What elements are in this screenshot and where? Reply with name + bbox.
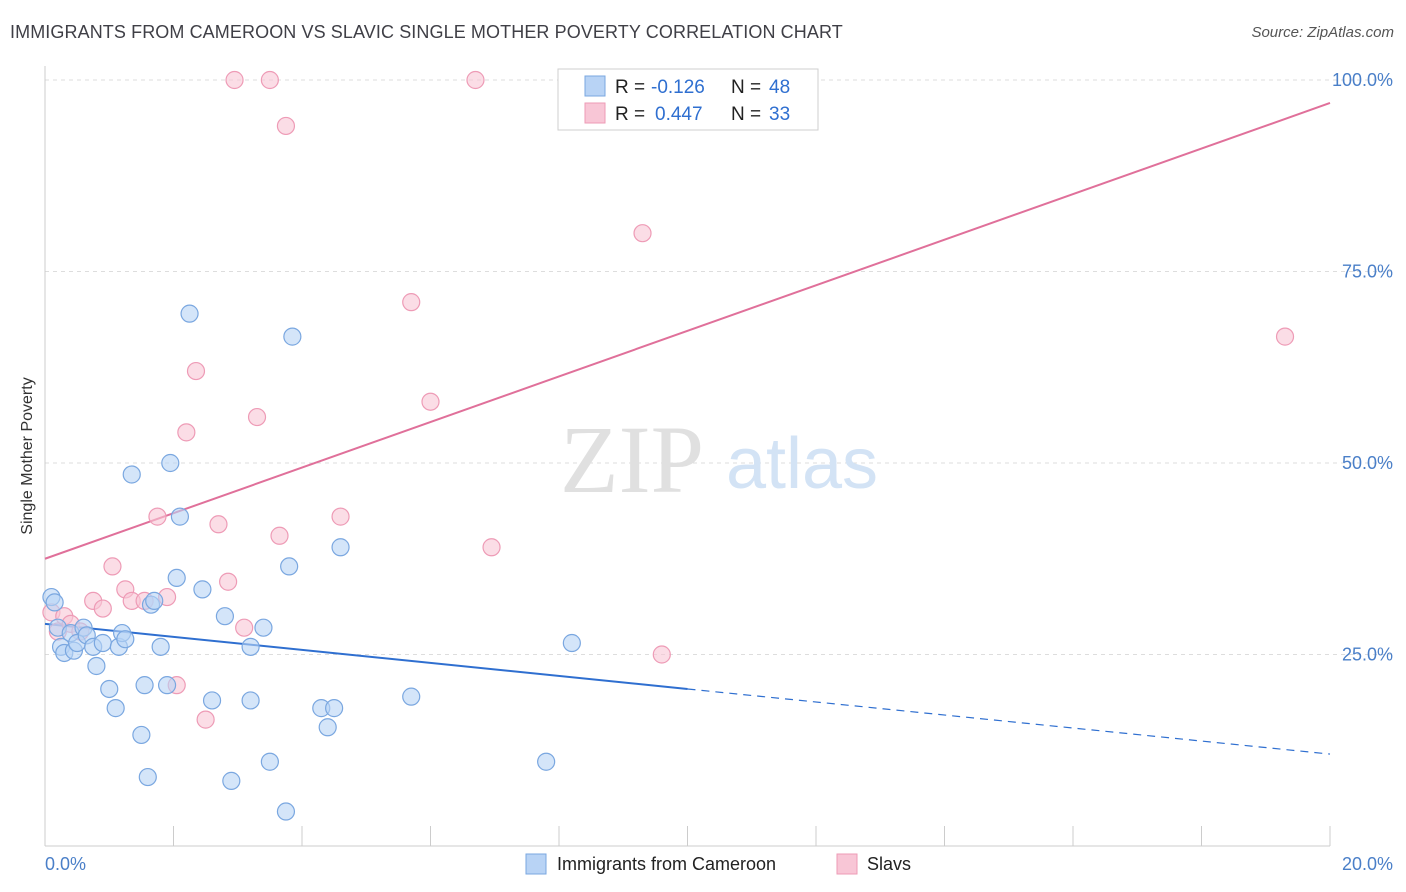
y-tick-label: 25.0% [1342,645,1393,665]
legend-swatch-pink [584,102,606,124]
trend-line-cameroon-extension [687,688,1331,755]
point-slavs [177,423,196,442]
tick-labels: 25.0% 50.0% 75.0% 100.0% 0.0% 20.0% [45,70,1393,874]
point-slavs [247,407,267,427]
series-legend: Immigrants from Cameroon Slavs [525,853,911,875]
legend-r-label-1: R = [615,77,645,98]
point-slavs [1275,327,1295,346]
point-cameroon [331,538,350,557]
trend-line-slavs [44,102,1331,560]
point-slavs [276,116,296,136]
point-slavs [482,538,501,557]
point-cameroon [132,725,151,745]
y-tick-label: 100.0% [1332,70,1393,90]
legend-n-value-2: 33 [769,104,790,125]
point-cameroon [151,637,170,656]
point-slavs [196,710,215,729]
point-slavs [148,507,167,526]
point-slavs [93,599,112,618]
point-slavs [186,361,206,381]
series-legend-label-pink: Slavs [867,854,911,874]
legend-r-value-1: -0.126 [651,77,705,98]
point-slavs [466,70,485,90]
point-cameroon [116,630,135,649]
point-cameroon [222,771,241,790]
point-slavs [421,392,440,411]
trend-lines [44,102,1331,755]
point-slavs [633,224,652,243]
point-cameroon [45,593,64,612]
watermark-atlas: atlas [726,424,878,504]
point-cameroon [167,568,186,588]
point-slavs [235,618,254,637]
point-cameroon [318,718,337,737]
point-cameroon [87,656,106,676]
watermark-zip: ZIP [560,406,704,513]
legend-r-label-2: R = [615,104,645,125]
point-cameroon [276,802,296,821]
point-slavs [103,557,122,576]
trend-line-cameroon [44,622,688,690]
watermark: ZIP atlas [560,406,878,513]
point-cameroon [93,633,112,653]
legend-n-value-1: 48 [769,77,790,98]
axes [44,66,1331,847]
point-slavs [225,70,244,90]
point-cameroon [106,699,125,718]
chart-title: IMMIGRANTS FROM CAMEROON VS SLAVIC SINGL… [10,22,843,42]
point-slavs [270,526,289,545]
series-legend-swatch-blue [525,853,547,875]
series-legend-label-blue: Immigrants from Cameroon [557,854,776,874]
point-cameroon [402,687,421,706]
source-label: Source: ZipAtlas.com [1251,24,1394,41]
x-tick-label: 20.0% [1342,854,1393,874]
point-cameroon [202,691,222,710]
point-slavs [652,645,671,664]
legend-n-label-2: N = [731,104,761,125]
point-cameroon [138,767,157,787]
grid-lines [45,79,1392,655]
point-cameroon [241,637,260,656]
point-cameroon [180,304,199,323]
point-slavs [260,70,279,90]
point-cameroon [325,699,344,718]
point-slavs [331,507,350,526]
point-cameroon [157,676,177,695]
point-cameroon [283,327,302,346]
point-slavs [209,515,228,534]
point-cameroon [145,591,164,610]
point-cameroon [193,580,212,599]
stats-legend: R = -0.126 N = 48 R = 0.447 N = 33 [557,68,819,131]
point-cameroon [170,507,190,526]
point-cameroon [562,633,581,653]
point-cameroon [537,752,556,771]
y-tick-label: 50.0% [1342,453,1393,473]
point-cameroon [254,618,273,637]
legend-n-label-1: N = [731,77,761,98]
point-cameroon [241,691,260,710]
point-cameroon [280,557,299,576]
point-cameroon [161,453,180,473]
point-cameroon [260,752,279,771]
y-tick-label: 75.0% [1342,262,1393,282]
point-cameroon [135,676,154,695]
legend-swatch-blue [584,75,606,97]
point-cameroon [215,607,234,626]
point-slavs [402,293,421,312]
point-slavs [219,572,238,591]
point-cameroon [122,465,141,484]
point-cameroon [100,679,119,699]
series-legend-swatch-pink [836,853,858,875]
data-points [42,70,1295,821]
x-tick-label: 0.0% [45,854,86,874]
legend-r-value-2: 0.447 [655,104,703,125]
